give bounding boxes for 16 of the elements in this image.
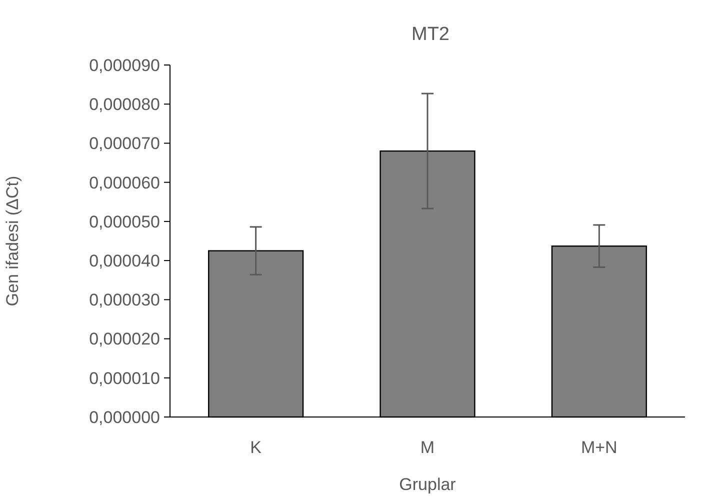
y-tick-label: 0,000030	[89, 290, 160, 310]
chart-title: MT2	[412, 24, 450, 45]
y-tick-label: 0,000010	[89, 368, 160, 388]
y-tick-label: 0,000020	[89, 330, 160, 349]
x-tick-label: M	[420, 438, 435, 457]
y-tick-label: 0,000090	[89, 56, 160, 75]
y-tick-label: 0,000060	[89, 173, 160, 192]
y-tick-label: 0,000050	[89, 212, 160, 232]
x-tick-label: M+N	[580, 438, 618, 457]
x-axis-title: Gruplar	[399, 475, 456, 494]
y-tick-label: 0,000080	[89, 95, 160, 114]
y-tick-label: 0,000070	[89, 134, 160, 154]
y-axis-title: Gen ifadesi (ΔCt)	[3, 176, 22, 306]
x-tick-label: K	[250, 438, 262, 457]
y-tick-label: 0,000040	[89, 252, 160, 271]
y-tick-label: 0,000000	[89, 408, 160, 427]
